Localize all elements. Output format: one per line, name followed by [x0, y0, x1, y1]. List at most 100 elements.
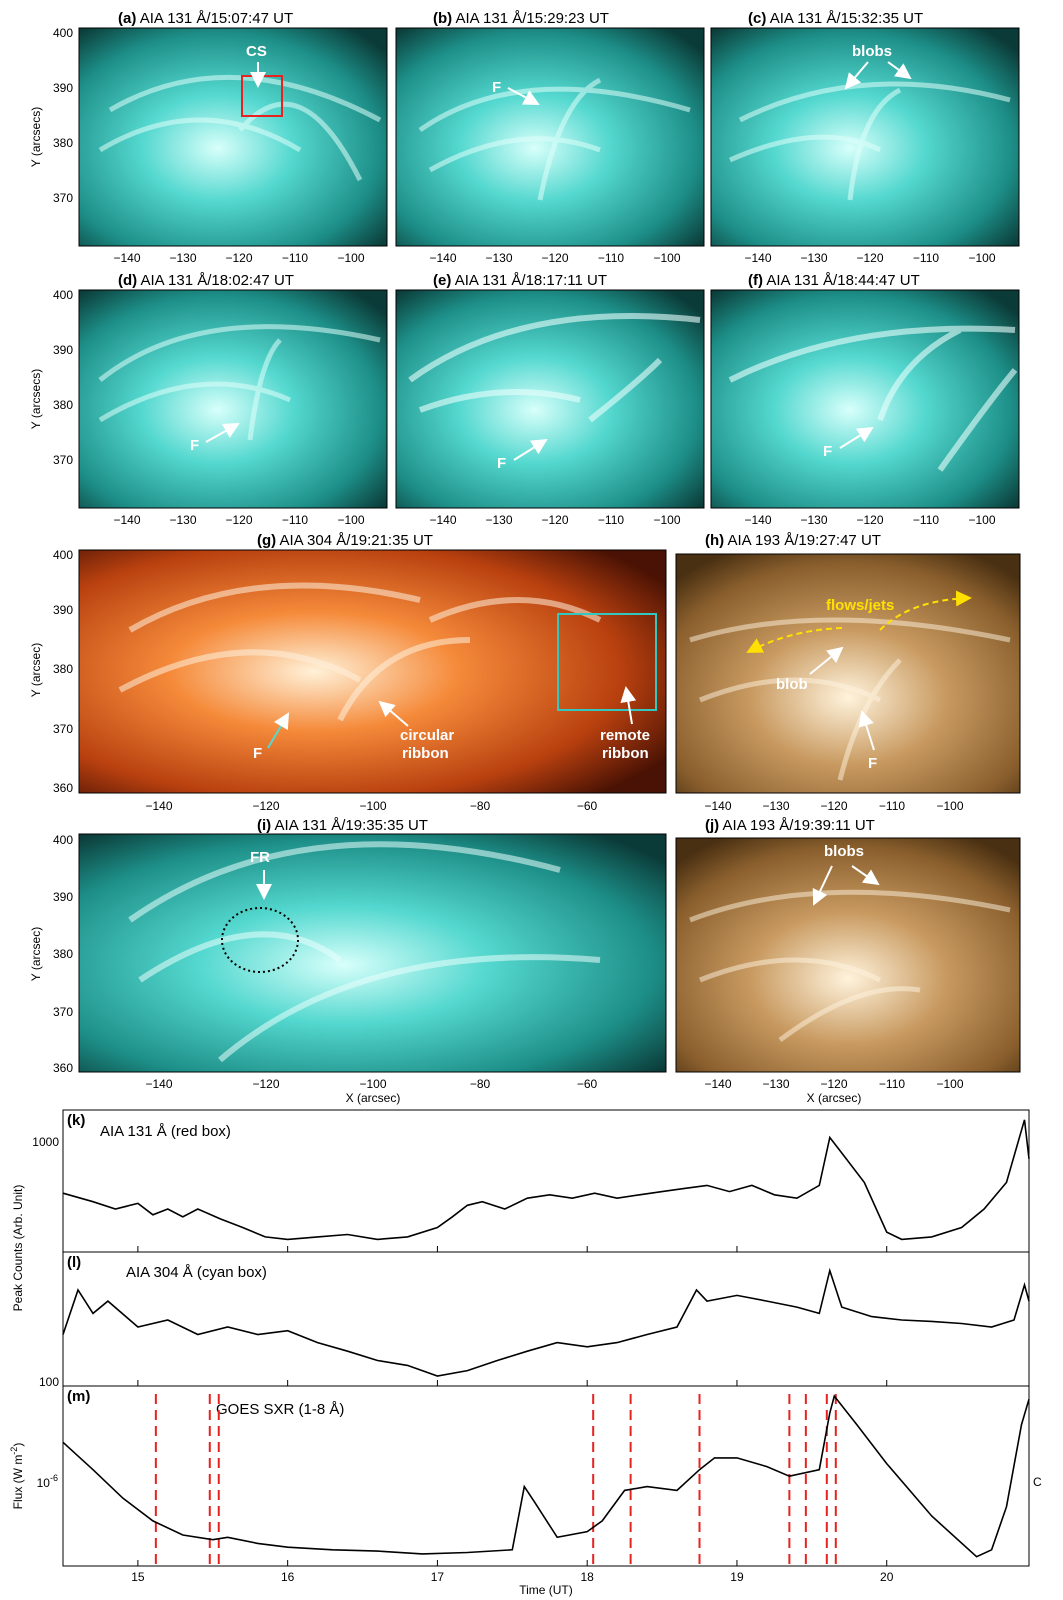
chart-m-title: GOES SXR (1-8 Å) [216, 1401, 344, 1418]
svg-text:10-6: 10-6 [37, 1473, 58, 1490]
svg-text:380: 380 [53, 398, 73, 412]
svg-text:(l): (l) [67, 1254, 81, 1271]
svg-text:390: 390 [53, 603, 73, 617]
svg-text:blobs: blobs [852, 43, 892, 60]
svg-text:blob: blob [776, 676, 808, 693]
svg-text:400: 400 [53, 26, 73, 40]
svg-text:−130: −130 [169, 513, 196, 527]
svg-text:380: 380 [53, 947, 73, 961]
svg-text:−120: −120 [252, 799, 279, 813]
svg-text:−120: −120 [541, 513, 568, 527]
svg-text:−130: −130 [169, 251, 196, 265]
svg-text:(e) AIA 131 Å/18:17:11 UT: (e) AIA 131 Å/18:17:11 UT [433, 272, 607, 289]
panel-a-letter: (a) [118, 10, 136, 27]
flux-rope-ellipse [221, 907, 299, 973]
lightcurve-m: (m) GOES SXR (1-8 Å) 10-6 C 15 16 17 18 19 20… [37, 1246, 1042, 1597]
svg-text:−100: −100 [936, 799, 963, 813]
chart-m-xlabel: Time (UT) [519, 1583, 573, 1597]
flux-ylabel: Flux (W m-2) [9, 1443, 25, 1510]
svg-text:ribbon: ribbon [602, 745, 649, 762]
svg-text:−130: −130 [485, 251, 512, 265]
svg-text:390: 390 [53, 343, 73, 357]
svg-text:−110: −110 [282, 251, 308, 265]
svg-text:X (arcsec): X (arcsec) [346, 1091, 401, 1105]
svg-text:(a) AIA 131 Å/15:07:47 UT: (a) AIA 131 Å/15:07:47 UT [118, 10, 293, 27]
svg-text:370: 370 [53, 191, 73, 205]
svg-text:circular: circular [400, 727, 454, 744]
svg-text:400: 400 [53, 548, 73, 562]
svg-text:(h) AIA 193 Å/19:27:47 UT: (h) AIA 193 Å/19:27:47 UT [705, 532, 881, 549]
svg-text:380: 380 [53, 136, 73, 150]
svg-text:F: F [492, 79, 501, 96]
svg-text:−120: −120 [541, 251, 568, 265]
svg-text:(c) AIA 131 Å/15:32:35 UT: (c) AIA 131 Å/15:32:35 UT [748, 10, 923, 27]
svg-text:flows/jets: flows/jets [826, 597, 894, 614]
series-aia131-line [62, 1119, 1030, 1241]
svg-text:370: 370 [53, 722, 73, 736]
svg-text:−120: −120 [856, 513, 883, 527]
svg-text:−100: −100 [653, 513, 680, 527]
svg-text:360: 360 [53, 781, 73, 795]
panel-h: (h) AIA 193 Å/19:27:47 UT flows/jets blo… [675, 532, 1021, 813]
svg-text:−100: −100 [936, 1077, 963, 1091]
svg-text:390: 390 [53, 81, 73, 95]
svg-text:(m): (m) [67, 1388, 90, 1405]
panel-e: (e) AIA 131 Å/18:17:11 UT F −140 −130 −1… [395, 272, 705, 527]
svg-text:ribbon: ribbon [402, 745, 449, 762]
svg-text:X (arcsec): X (arcsec) [807, 1091, 862, 1105]
svg-text:−110: −110 [879, 1077, 905, 1091]
svg-text:−140: −140 [704, 799, 731, 813]
svg-text:(i) AIA 131 Å/19:35:35 UT: (i) AIA 131 Å/19:35:35 UT [257, 817, 428, 834]
panel-a: (a) AIA 131 Å/15:07:47 UT CS Y (arcsecs)… [29, 10, 388, 265]
annotation-cs: CS [246, 43, 267, 60]
svg-text:(j) AIA 193 Å/19:39:11 UT: (j) AIA 193 Å/19:39:11 UT [705, 817, 875, 834]
svg-text:−130: −130 [800, 513, 827, 527]
svg-text:−120: −120 [820, 799, 847, 813]
svg-text:−120: −120 [252, 1077, 279, 1091]
svg-text:−140: −140 [429, 513, 456, 527]
svg-text:F: F [253, 745, 262, 762]
svg-text:F: F [190, 437, 199, 454]
svg-text:−120: −120 [820, 1077, 847, 1091]
lightcurve-k: (k) AIA 131 Å (red box) 1000 [32, 1109, 1030, 1253]
svg-text:−140: −140 [429, 251, 456, 265]
panel-b: (b) AIA 131 Å/15:29:23 UT F −140 −130 −1… [395, 10, 705, 265]
svg-text:Y (arcsec): Y (arcsec) [29, 643, 43, 697]
svg-text:390: 390 [53, 890, 73, 904]
svg-text:−60: −60 [577, 1077, 598, 1091]
svg-text:−110: −110 [913, 251, 939, 265]
svg-text:−140: −140 [113, 513, 140, 527]
chart-l-title: AIA 304 Å (cyan box) [126, 1264, 267, 1281]
svg-text:−140: −140 [113, 251, 140, 265]
panel-d-image [78, 289, 388, 509]
panel-a-ylabel: Y (arcsecs) [29, 107, 43, 167]
x-tick-16: 16 [281, 1570, 295, 1584]
svg-text:FR: FR [250, 849, 270, 866]
svg-text:−60: −60 [577, 799, 598, 813]
svg-text:−130: −130 [800, 251, 827, 265]
svg-text:blobs: blobs [824, 843, 864, 860]
svg-text:−130: −130 [485, 513, 512, 527]
svg-text:370: 370 [53, 1005, 73, 1019]
svg-text:−110: −110 [598, 251, 624, 265]
svg-text:−120: −120 [856, 251, 883, 265]
svg-text:−140: −140 [145, 1077, 172, 1091]
svg-text:400: 400 [53, 833, 73, 847]
svg-text:−100: −100 [337, 513, 364, 527]
svg-text:−110: −110 [598, 513, 624, 527]
panel-g: (g) AIA 304 Å/19:21:35 UT F circular rib… [29, 532, 667, 813]
svg-text:400: 400 [53, 288, 73, 302]
svg-text:F: F [497, 455, 506, 472]
svg-text:−100: −100 [359, 799, 386, 813]
svg-text:−100: −100 [653, 251, 680, 265]
lightcurve-l: (l) AIA 304 Å (cyan box) 100 [39, 1251, 1030, 1389]
svg-text:−110: −110 [282, 513, 308, 527]
svg-text:−80: −80 [470, 1077, 491, 1091]
svg-text:(g) AIA 304 Å/19:21:35 UT: (g) AIA 304 Å/19:21:35 UT [257, 532, 433, 549]
panel-i-image [78, 833, 667, 1073]
cyan-box [557, 613, 657, 711]
x-tick-15: 15 [131, 1570, 145, 1584]
chart-k-title: AIA 131 Å (red box) [100, 1123, 231, 1140]
x-tick-20: 20 [880, 1570, 894, 1584]
